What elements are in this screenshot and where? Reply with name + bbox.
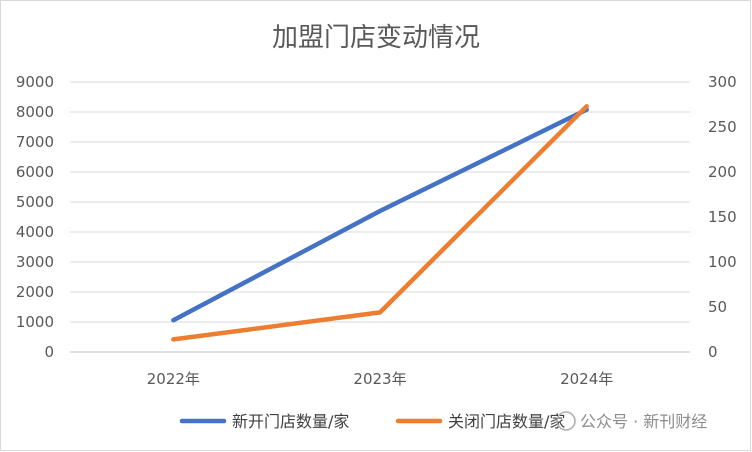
left-tick-label: 6000 [16,163,54,181]
x-tick-label: 2022年 [147,370,200,388]
x-tick-label: 2023年 [353,370,406,388]
right-tick-label: 300 [708,73,737,91]
legend: 新开门店数量/家 关闭门店数量/家 [179,412,565,431]
series-line-2 [171,104,589,342]
left-axis-ticks: 0 1000 2000 3000 4000 5000 6000 7000 8000 9000 [16,73,54,361]
right-tick-label: 50 [708,298,727,316]
left-tick-label: 1000 [16,313,54,331]
right-tick-label: 200 [708,163,737,181]
chart-title: 加盟门店变动情况 [272,23,480,53]
watermark: 公众号 · 新刊财经 [556,411,707,431]
right-axis-ticks: 0 50 100 150 200 250 300 [708,73,737,361]
left-tick-label: 4000 [16,223,54,241]
left-tick-label: 0 [44,343,54,361]
x-axis-ticks: 2022年 2023年 2024年 [147,370,614,388]
legend-label: 新开门店数量/家 [232,412,349,431]
left-tick-label: 5000 [16,193,54,211]
x-tick-label: 2024年 [560,370,613,388]
right-tick-label: 0 [708,343,718,361]
series-line-1 [171,107,589,323]
left-tick-label: 8000 [16,103,54,121]
right-tick-label: 250 [708,118,737,136]
left-tick-label: 9000 [16,73,54,91]
right-tick-label: 100 [708,253,737,271]
watermark-icon [556,411,576,431]
left-tick-label: 3000 [16,253,54,271]
right-tick-label: 150 [708,208,737,226]
left-tick-label: 2000 [16,283,54,301]
left-tick-label: 7000 [16,133,54,151]
series-lines [171,104,589,342]
legend-label: 关闭门店数量/家 [448,412,565,431]
watermark-text: 公众号 · 新刊财经 [580,412,707,431]
